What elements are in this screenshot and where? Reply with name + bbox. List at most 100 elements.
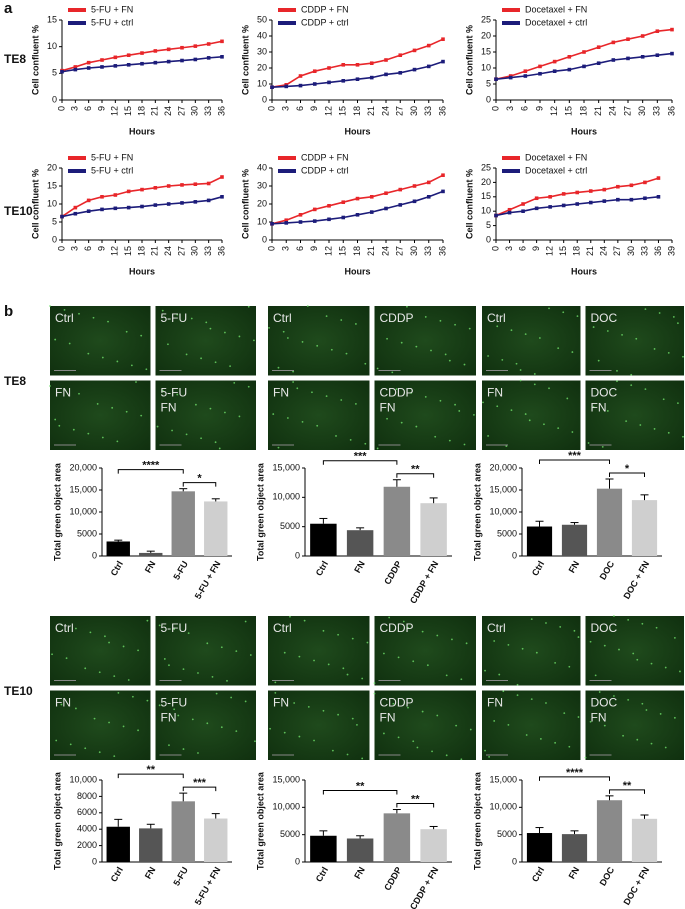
bar	[171, 491, 195, 556]
cell-dot	[487, 355, 489, 357]
cell-dot	[391, 371, 394, 374]
cell-dot	[306, 305, 309, 307]
y-tick-label: 20	[257, 62, 267, 72]
legend-label: Docetaxel + FN	[525, 4, 587, 14]
cell-dot	[311, 391, 313, 394]
image-label: CDDP	[380, 621, 414, 635]
y-tick-label: 0	[295, 550, 300, 560]
y-tick-label: 15,000	[272, 462, 300, 472]
series-marker	[384, 191, 388, 195]
series-marker	[412, 199, 417, 204]
cell-dot	[361, 677, 364, 680]
cell-dot	[244, 700, 247, 703]
panel-label: a	[4, 0, 13, 17]
cell-dot	[182, 668, 185, 671]
cell-dot	[505, 445, 508, 447]
series-marker	[412, 67, 417, 72]
cell-dot	[400, 421, 403, 424]
x-tick-label: 36	[666, 106, 676, 116]
bar	[420, 829, 447, 862]
row-label: TE8	[4, 52, 26, 66]
series-marker	[426, 43, 431, 48]
series-marker	[312, 219, 317, 223]
cell-dot	[206, 642, 209, 645]
cell-dot	[209, 327, 212, 330]
y-tick-label: 5	[52, 68, 57, 78]
series-marker	[180, 58, 184, 63]
cell-dot	[75, 627, 77, 630]
cell-dot	[63, 388, 66, 391]
cell-dot	[613, 615, 615, 617]
series-marker	[126, 63, 131, 67]
cell-dot	[78, 392, 80, 395]
cell-dot	[87, 352, 90, 355]
series-marker	[193, 200, 198, 204]
series-marker	[643, 180, 647, 185]
cell-dot	[641, 702, 644, 705]
cell-dot	[158, 624, 161, 627]
legend-label: CDDP + FN	[301, 4, 349, 14]
cell-dot	[292, 381, 295, 383]
x-tick-label: 30	[190, 106, 200, 116]
cell-dot	[444, 353, 447, 356]
cell-dot	[545, 702, 547, 704]
legend-label: Docetaxel + FN	[525, 152, 587, 162]
cell-dot	[346, 753, 349, 756]
significance-bracket	[396, 473, 435, 478]
cell-dot	[277, 366, 280, 369]
cell-dot	[253, 339, 255, 342]
x-tick-label: DOC	[598, 559, 617, 582]
series-marker	[73, 67, 78, 72]
x-tick-label: 12	[545, 246, 555, 256]
micrograph	[50, 306, 151, 376]
series-marker	[494, 77, 498, 81]
significance-label: ***	[354, 451, 368, 463]
cell-dot	[364, 442, 367, 445]
series-marker	[575, 190, 580, 195]
image-label: FN	[55, 696, 71, 710]
cell-dot	[530, 618, 533, 621]
cell-dot	[197, 752, 199, 754]
cell-dot	[397, 736, 400, 739]
image-label: CDDP	[380, 311, 414, 325]
micrograph	[268, 306, 370, 376]
x-tick-label: 33	[203, 106, 213, 116]
y-tick-label: 10,000	[272, 802, 300, 812]
cell-dot	[171, 429, 173, 432]
cell-dot	[92, 316, 95, 319]
y-tick-label: 15,000	[272, 774, 300, 784]
cell-dot	[636, 738, 639, 741]
series-marker	[629, 197, 634, 202]
cell-dot	[322, 629, 325, 632]
cell-dot	[421, 630, 424, 633]
cell-dot	[366, 641, 369, 644]
cell-dot	[331, 749, 334, 752]
x-tick-label: 30	[409, 106, 419, 116]
cell-dot	[345, 352, 348, 355]
series-marker	[521, 202, 525, 206]
series-marker	[126, 53, 131, 57]
cell-dot	[469, 728, 472, 731]
cell-dot	[535, 651, 538, 654]
x-tick-label: 24	[380, 246, 390, 256]
cell-dot	[426, 664, 429, 667]
cell-dot	[498, 673, 501, 676]
x-tick-label: 15	[123, 106, 133, 116]
x-tick-label: Ctrl	[314, 865, 330, 883]
cell-dot	[682, 355, 684, 358]
cell-dot	[667, 431, 670, 434]
x-tick-label: CDDP + FN	[408, 865, 440, 909]
image-label: Ctrl	[273, 311, 292, 325]
x-tick-label: 5-FU	[171, 559, 190, 581]
x-tick-label: 15	[558, 246, 568, 256]
cell-dot	[215, 692, 218, 695]
cell-dot	[644, 308, 647, 311]
x-tick-label: 33	[423, 246, 433, 256]
cell-dot	[274, 681, 277, 684]
cell-dot	[272, 413, 275, 415]
significance-label: ***	[193, 777, 207, 789]
x-tick-label: Ctrl	[109, 865, 125, 883]
row-label: TE10	[4, 204, 33, 218]
series-marker	[640, 34, 645, 38]
micrograph	[50, 380, 151, 450]
